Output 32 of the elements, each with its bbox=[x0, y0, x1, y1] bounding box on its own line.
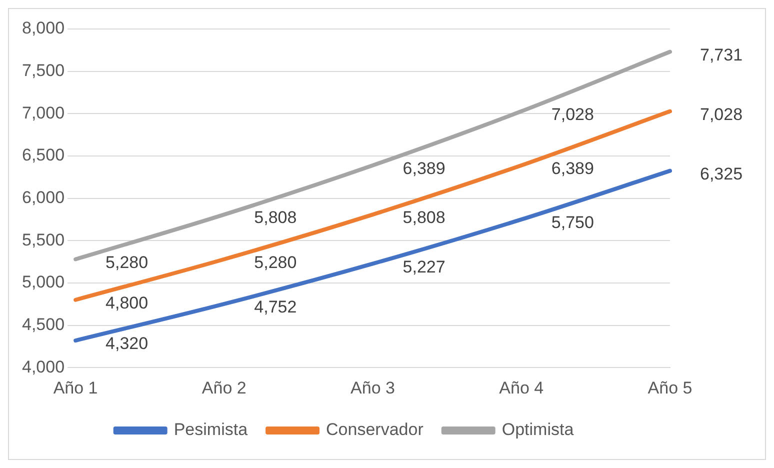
y-tick-label: 8,000 bbox=[22, 18, 65, 38]
legend-label: Optimista bbox=[502, 420, 574, 440]
data-label: 4,752 bbox=[254, 298, 297, 317]
data-label: 5,808 bbox=[402, 208, 446, 228]
data-label: 5,808 bbox=[254, 208, 297, 228]
x-tick-label: Año 3 bbox=[350, 378, 395, 398]
data-label: 5,280 bbox=[106, 252, 148, 272]
y-tick-label: 7,000 bbox=[22, 103, 65, 122]
legend-label: Conservador bbox=[326, 420, 424, 440]
data-label: 7,028 bbox=[551, 104, 594, 124]
y-tick-label: 6,500 bbox=[22, 146, 65, 165]
data-label: 5,227 bbox=[402, 257, 446, 276]
data-label: 7,731 bbox=[700, 45, 743, 64]
y-tick-label: 7,500 bbox=[22, 61, 65, 80]
data-label: 6,325 bbox=[700, 164, 743, 184]
data-label: 6,389 bbox=[402, 159, 446, 178]
data-label: 4,800 bbox=[106, 294, 148, 313]
x-tick-label: Año 4 bbox=[499, 378, 544, 398]
data-label: 5,750 bbox=[551, 213, 594, 232]
data-label: 5,280 bbox=[254, 252, 297, 272]
y-tick-label: 4,000 bbox=[22, 357, 65, 376]
x-tick-label: Año 5 bbox=[648, 378, 692, 398]
y-tick-label: 5,000 bbox=[22, 272, 65, 292]
data-label: 6,389 bbox=[551, 159, 594, 178]
y-tick-label: 5,500 bbox=[22, 230, 65, 250]
data-label: 7,028 bbox=[700, 104, 743, 124]
x-tick-label: Año 1 bbox=[53, 378, 98, 398]
data-label: 4,320 bbox=[106, 334, 148, 354]
legend-label: Pesimista bbox=[174, 420, 248, 440]
y-tick-label: 4,500 bbox=[22, 314, 65, 334]
y-tick-label: 6,000 bbox=[22, 188, 65, 207]
x-tick-label: Año 2 bbox=[202, 378, 246, 398]
